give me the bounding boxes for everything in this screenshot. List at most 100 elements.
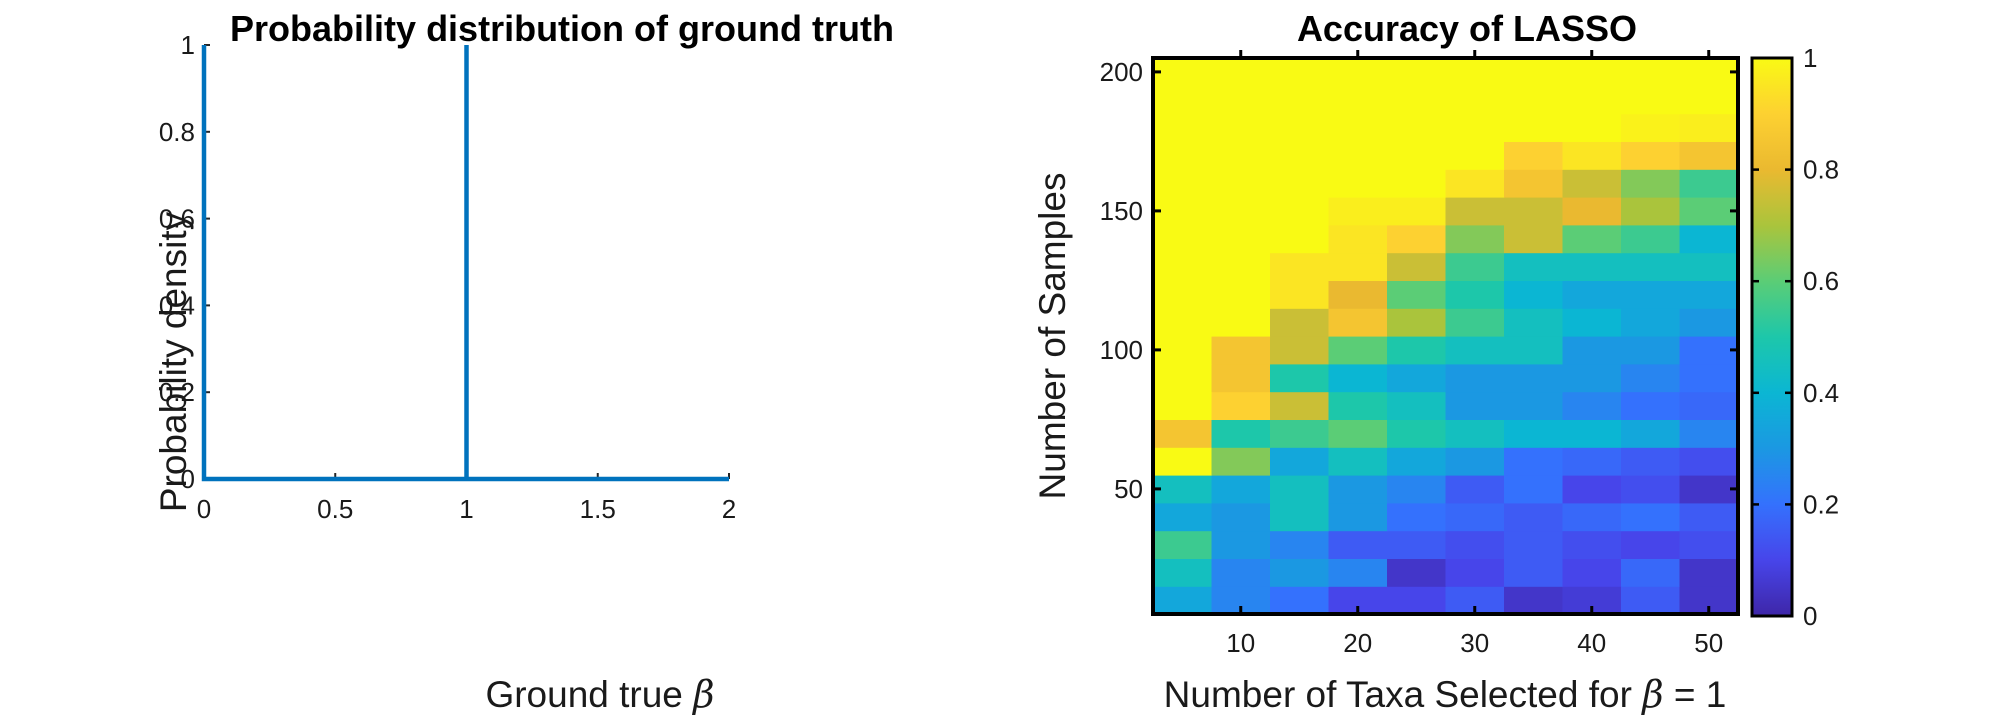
heatmap-cell [1270,558,1330,587]
heatmap-cell [1387,475,1447,504]
heatmap-cell [1387,224,1447,254]
heatmap-cell [1445,530,1505,559]
heatmap-cell [1387,197,1447,226]
heatmap-cell [1621,169,1681,198]
heatmap-cell [1153,419,1213,448]
heatmap-cell [1621,419,1681,448]
heatmap-cell [1679,391,1739,420]
lasso-accuracy-heatmap: Accuracy of LASSO 10 20 30 40 5050100150200 … [1032,8,1839,716]
heatmap-cell [1211,58,1271,87]
heatmap-cell [1504,280,1564,309]
heatmap-cell [1679,336,1739,365]
heatmap-cell [1504,85,1564,115]
heatmap-cell [1562,336,1622,365]
heatmap-cell [1153,308,1213,337]
heatmap-cell [1387,586,1447,615]
heatmap-ticks: 10 20 30 40 50 50 100 150 200 [1100,50,1738,658]
heatmap-cell [1270,113,1330,142]
heatmap-cell [1387,558,1447,587]
heatmap-cell [1621,475,1681,504]
heatmap-cell [1679,197,1739,226]
heatmap-cell [1328,336,1388,365]
left-y-tick-label: 0.4 [159,290,195,320]
ground-truth-series-line [201,45,729,482]
heatmap-x-tick-label: 50 [1694,628,1723,658]
heatmap-cell [1621,252,1681,281]
heatmap-cell [1562,447,1622,476]
heatmap-cell [1679,530,1739,559]
heatmap-cell [1621,224,1681,254]
heatmap-cell [1153,113,1213,142]
heatmap-cell [1562,391,1622,420]
heatmap-cell [1328,502,1388,532]
heatmap-cell [1211,141,1271,170]
heatmap-cell [1445,475,1505,504]
heatmap-cell [1504,475,1564,504]
heatmap-cell [1328,113,1388,142]
heatmap-cell [1387,391,1447,420]
heatmap-cell [1504,169,1564,198]
heatmap-cell [1562,308,1622,337]
heatmap-cell [1153,558,1213,587]
heatmap-cell [1211,85,1271,115]
heatmap-cell [1387,280,1447,309]
heatmap-cell [1153,58,1213,87]
heatmap-cell [1445,197,1505,226]
heatmap-cell [1621,58,1681,87]
left-y-tick-label: 1 [181,30,195,60]
colorbar-tick-label: 0.6 [1803,266,1839,296]
heatmap-cell [1387,447,1447,476]
heatmap-cell [1679,58,1739,87]
heatmap-cell [1270,58,1330,87]
heatmap-cell [1211,447,1271,476]
heatmap-cell [1679,113,1739,142]
left-ticks: 0 0.5 1 1.5 2 0 0.2 0.4 0.6 0.8 1 [159,30,736,524]
heatmap-cell [1153,197,1213,226]
heatmap-cell [1679,447,1739,476]
heatmap-cell [1445,558,1505,587]
left-y-axis-label: Probability density [153,211,194,512]
heatmap-cell [1328,58,1388,87]
heatmap-cell [1387,419,1447,448]
heatmap-cell [1679,363,1739,393]
heatmap-cell [1445,308,1505,337]
heatmap-cell [1445,58,1505,87]
heatmap-cell [1679,419,1739,448]
heatmap-cell [1211,197,1271,226]
heatmap-cell [1211,224,1271,254]
heatmap-cell [1387,252,1447,281]
heatmap-y-tick-label: 100 [1100,335,1143,365]
left-y-tick-label: 0.8 [159,117,195,147]
heatmap-cell [1445,224,1505,254]
left-x-axis-label-symbol: β [691,673,714,716]
heatmap-cell [1504,252,1564,281]
heatmap-cell [1621,197,1681,226]
heatmap-cell [1270,336,1330,365]
heatmap-cell [1445,447,1505,476]
heatmap-cell [1270,363,1330,393]
left-series [201,45,729,482]
heatmap-cell [1387,169,1447,198]
heatmap-cell [1562,419,1622,448]
heatmap-cell [1153,336,1213,365]
left-x-tick-label: 1.5 [580,494,616,524]
heatmap-cell [1328,558,1388,587]
left-y-tick-label: 0.6 [159,204,195,234]
heatmap-cell [1679,558,1739,587]
heatmap-cell [1445,169,1505,198]
heatmap-cell [1562,280,1622,309]
heatmap-cell [1153,224,1213,254]
heatmap-cell [1621,85,1681,115]
ground-truth-plot: Probability distribution of ground truth… [153,8,894,716]
heatmap-cell [1328,224,1388,254]
heatmap-cell [1211,252,1271,281]
heatmap-cell [1211,113,1271,142]
right-chart-title: Accuracy of LASSO [1297,8,1637,49]
heatmap-cell [1153,502,1213,532]
colorbar-tick-label: 0.4 [1803,378,1839,408]
heatmap-cell [1504,113,1564,142]
heatmap-cells [1153,58,1739,615]
heatmap-cell [1387,363,1447,393]
heatmap-cell [1211,280,1271,309]
